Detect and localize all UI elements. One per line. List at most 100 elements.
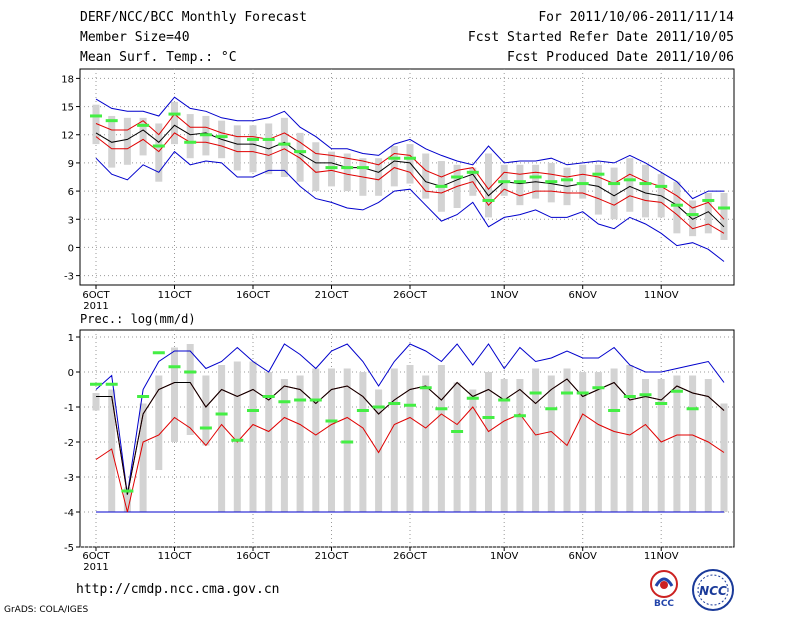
prec-ensemble-box bbox=[218, 365, 226, 512]
temp-ytick-label: 9 bbox=[68, 159, 74, 170]
temp-obs-marker bbox=[702, 198, 715, 202]
prec-obs-marker bbox=[466, 396, 479, 400]
prec-ensemble-box bbox=[610, 368, 618, 512]
prec-frame bbox=[79, 329, 735, 548]
prec-ensemble-box bbox=[280, 379, 288, 512]
prec-ytick-label: -4 bbox=[64, 508, 74, 519]
prec-ensemble-box bbox=[642, 379, 649, 512]
prec-xtick-label: 6OCT bbox=[82, 551, 110, 562]
prec-ytick-label: 0 bbox=[68, 368, 74, 379]
temp-ensemble-box bbox=[516, 164, 524, 206]
temp-ensemble-box bbox=[485, 153, 492, 218]
temp-obs-marker bbox=[184, 140, 197, 144]
temp-xtick-label: 6OCT bbox=[82, 290, 110, 301]
temp-obs-marker bbox=[294, 150, 307, 154]
temp-ytick-label: 0 bbox=[68, 243, 74, 254]
temp-p25-line bbox=[95, 132, 725, 234]
variable-label: Mean Surf. Temp.: °C bbox=[80, 50, 237, 65]
prec-ensemble-box bbox=[265, 372, 273, 512]
temp-obs-marker bbox=[388, 156, 401, 160]
temp-xtick-label: 16OCT bbox=[236, 290, 271, 301]
prec-ensemble-box bbox=[720, 403, 728, 512]
prec-obs-marker bbox=[262, 395, 275, 398]
prec-obs-marker bbox=[623, 395, 636, 398]
temp-ensemble-box bbox=[375, 158, 383, 196]
prec-ensemble-box bbox=[673, 375, 681, 512]
temp-ensemble-box bbox=[296, 132, 304, 182]
prec-obs-marker bbox=[294, 398, 307, 402]
temp-ensemble-box bbox=[390, 146, 398, 187]
prec-ensemble-box bbox=[579, 372, 587, 512]
temp-frame bbox=[79, 68, 735, 286]
temp-obs-marker bbox=[576, 182, 589, 186]
prec-ensemble-box bbox=[500, 379, 508, 512]
temp-ensemble-box bbox=[626, 158, 634, 212]
prec-ensemble-box bbox=[406, 365, 414, 512]
temp-obs-marker bbox=[278, 142, 291, 146]
temp-max-line bbox=[95, 96, 724, 200]
temp-xtick-label: 6NOV bbox=[569, 290, 598, 301]
fcst-produced-date: Fcst Produced Date 2011/10/06 bbox=[507, 50, 734, 65]
prec-mean-line bbox=[96, 378, 725, 495]
prec-ensemble-box bbox=[171, 347, 178, 442]
prec-xtick-label: 21OCT bbox=[315, 551, 350, 562]
prec-obs-marker bbox=[608, 409, 621, 412]
prec-obs-marker bbox=[372, 405, 385, 409]
prec-ytick-label: 1 bbox=[68, 333, 74, 344]
temp-ytick-label: -3 bbox=[64, 272, 74, 283]
temp-obs-marker bbox=[482, 198, 495, 202]
temp-obs-marker bbox=[105, 119, 118, 123]
prec-p25-line bbox=[95, 406, 725, 513]
temp-ytick-label: 18 bbox=[61, 74, 74, 85]
temp-obs-marker bbox=[592, 172, 605, 176]
temp-ensemble-box bbox=[610, 167, 618, 220]
prec-obs-marker bbox=[199, 426, 212, 430]
prec-obs-marker bbox=[121, 489, 134, 493]
prec-ensemble-box bbox=[359, 372, 367, 512]
prec-ensemble-box bbox=[155, 375, 163, 470]
prec-ensemble-box bbox=[469, 389, 477, 512]
prec-obs-marker bbox=[341, 440, 354, 444]
prec-obs-marker bbox=[686, 407, 699, 411]
prec-obs-marker bbox=[168, 365, 181, 369]
temp-year-label: 2011 bbox=[83, 301, 108, 312]
prec-obs-marker bbox=[419, 386, 432, 390]
temp-obs-marker bbox=[168, 112, 181, 116]
prec-xtick-label: 26OCT bbox=[393, 551, 428, 562]
temp-obs-marker bbox=[718, 206, 730, 210]
prec-xtick-label: 11OCT bbox=[158, 551, 193, 562]
prec-ensemble-box bbox=[594, 372, 602, 512]
prec-ytick-label: -3 bbox=[64, 473, 74, 484]
prec-obs-marker bbox=[561, 391, 573, 395]
prec-ensemble-box bbox=[296, 375, 304, 512]
temp-ytick-label: 3 bbox=[68, 215, 74, 226]
temp-min-line bbox=[95, 150, 725, 262]
temp-obs-marker bbox=[498, 180, 511, 184]
prec-ensemble-box bbox=[437, 365, 445, 512]
temp-obs-marker bbox=[561, 178, 573, 182]
temp-ensemble-box bbox=[249, 125, 257, 173]
ncc-logo-text: NCC bbox=[699, 584, 727, 598]
prec-obs-marker bbox=[655, 402, 668, 405]
temp-xtick-label: 11OCT bbox=[158, 290, 193, 301]
prec-ytick-label: -2 bbox=[64, 438, 74, 449]
prec-xtick-label: 1NOV bbox=[490, 551, 519, 562]
temp-obs-marker bbox=[513, 180, 526, 184]
forecast-period: For 2011/10/06-2011/11/14 bbox=[538, 10, 734, 25]
source-url[interactable]: http://cmdp.ncc.cma.gov.cn bbox=[76, 582, 280, 597]
prec-ensemble-box bbox=[689, 375, 697, 512]
prec-ensemble-box bbox=[328, 368, 335, 512]
temp-p75-line bbox=[95, 113, 725, 220]
temp-obs-marker bbox=[466, 170, 479, 174]
prec-ensemble-box bbox=[563, 368, 571, 512]
temp-obs-marker bbox=[215, 135, 228, 139]
temp-obs-marker bbox=[404, 156, 416, 160]
temp-ensemble-box bbox=[579, 164, 587, 199]
temp-ensemble-box bbox=[186, 114, 194, 159]
temp-obs-marker bbox=[451, 175, 464, 179]
temp-obs-marker bbox=[639, 182, 652, 186]
prec-obs-marker bbox=[545, 407, 558, 411]
temp-ensemble-box bbox=[422, 153, 430, 199]
temp-obs-marker bbox=[655, 184, 668, 188]
temp-obs-marker bbox=[545, 180, 558, 184]
